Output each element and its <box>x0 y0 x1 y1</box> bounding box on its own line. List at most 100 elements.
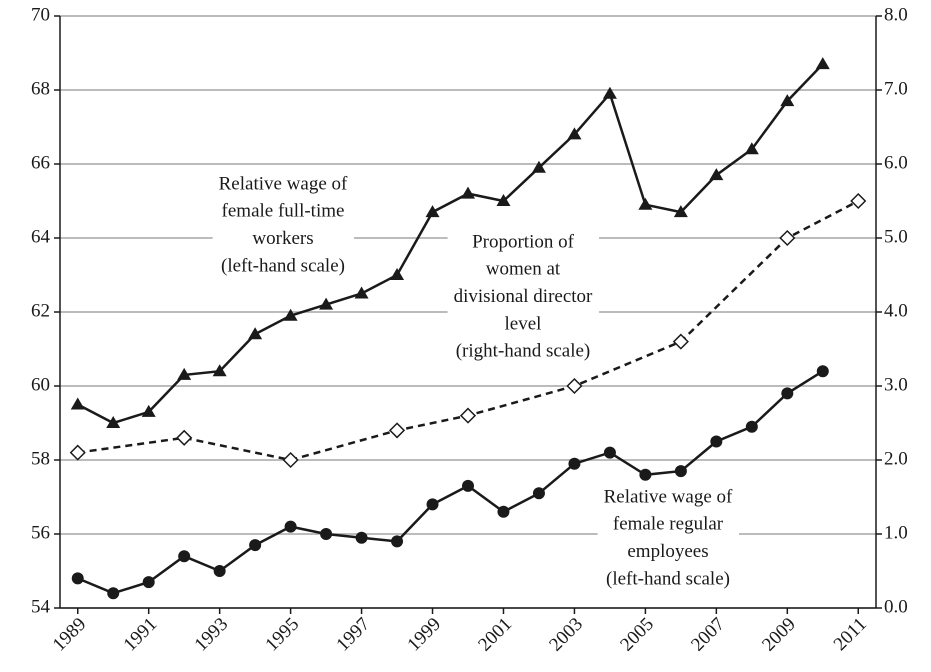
marker-triangle <box>106 416 121 428</box>
marker-triangle <box>815 57 830 70</box>
marker-triangle <box>177 367 192 380</box>
marker-diamond <box>672 333 689 350</box>
y-tick-label: 56 <box>31 522 50 543</box>
annotation-line: Proportion of <box>472 231 575 252</box>
marker-triangle <box>567 127 582 140</box>
marker-circle <box>426 498 439 511</box>
marker-triangle <box>141 404 156 417</box>
x-tick-label: 2011 <box>830 614 871 655</box>
annotation-line: (left-hand scale) <box>606 568 730 589</box>
annotation-line: level <box>505 313 542 334</box>
marker-circle <box>391 535 404 548</box>
marker-circle <box>142 576 155 589</box>
y2-tick-label: 8.0 <box>884 4 908 25</box>
annotation: Proportion of women at divisional director… <box>447 229 600 366</box>
marker-circle <box>674 465 687 478</box>
marker-triangle <box>461 186 475 199</box>
marker-diamond <box>459 407 477 424</box>
marker-triangle <box>496 194 511 206</box>
marker-circle <box>532 487 545 500</box>
y-tick-label: 68 <box>31 78 50 99</box>
x-tick-label: 2007 <box>687 614 729 656</box>
marker-triangle <box>425 205 440 218</box>
annotation-bg <box>447 229 600 366</box>
y2-tick-label: 5.0 <box>884 226 908 247</box>
marker-triangle <box>319 297 334 310</box>
annotation-bg <box>597 484 740 594</box>
annotation-bg <box>212 171 355 281</box>
marker-circle <box>71 572 84 585</box>
marker-triangle <box>212 364 227 377</box>
marker-triangle <box>531 160 546 173</box>
marker-triangle <box>780 94 795 107</box>
marker-circle <box>781 387 794 400</box>
marker-circle <box>462 479 474 492</box>
series-line <box>77 63 824 425</box>
annotation-line: Relative wage of <box>604 486 733 507</box>
marker-diamond <box>850 192 867 210</box>
annotation: Relative wage of female regular employees (… <box>597 484 740 594</box>
marker-circle <box>249 539 262 552</box>
marker-triangle <box>70 397 85 410</box>
marker-triangle <box>390 268 405 280</box>
y-tick-label: 62 <box>31 300 50 321</box>
marker-diamond <box>69 444 86 461</box>
y2-tick-label: 4.0 <box>884 300 908 321</box>
marker-circle <box>745 420 758 433</box>
x-tick-label: 1997 <box>332 614 374 656</box>
marker-circle <box>568 457 581 470</box>
marker-circle <box>178 550 191 563</box>
y-tick-label: 58 <box>31 448 50 469</box>
marker-diamond <box>282 451 299 469</box>
marker-circle <box>320 528 333 540</box>
x-tick-label: 1995 <box>262 614 304 656</box>
series-line <box>77 370 824 595</box>
marker-diamond <box>566 377 583 395</box>
marker-triangle <box>709 168 724 181</box>
y2-tick-label: 6.0 <box>884 152 908 173</box>
x-tick-label: 1993 <box>191 614 233 656</box>
marker-circle <box>816 365 829 378</box>
y2-tick-label: 7.0 <box>884 78 908 99</box>
marker-triangle <box>354 286 369 299</box>
y-tick-label: 70 <box>31 4 50 25</box>
marker-triangle <box>744 142 759 155</box>
y-tick-label: 66 <box>31 152 50 173</box>
marker-diamond <box>779 229 796 247</box>
y2-tick-label: 0.0 <box>884 596 908 617</box>
marker-circle <box>107 587 120 600</box>
x-tick-label: 1989 <box>49 614 91 656</box>
annotation-line: female full-time <box>222 201 345 222</box>
marker-triangle <box>673 205 688 218</box>
x-tick-label: 1991 <box>120 614 162 656</box>
marker-triangle <box>638 197 653 210</box>
annotation-line: female regular <box>613 514 724 535</box>
marker-circle <box>213 565 226 577</box>
x-tick-label: 2009 <box>758 614 800 656</box>
x-tick-label: 2003 <box>545 614 587 656</box>
annotation-line: workers <box>252 228 313 249</box>
y-tick-label: 54 <box>31 596 51 617</box>
marker-circle <box>497 505 510 518</box>
annotation-line: (left-hand scale) <box>221 255 345 276</box>
marker-triangle <box>283 308 298 321</box>
y2-tick-label: 3.0 <box>884 374 908 395</box>
marker-triangle <box>602 86 617 99</box>
marker-circle <box>639 468 652 481</box>
y-tick-label: 60 <box>31 374 50 395</box>
marker-circle <box>603 446 616 459</box>
y2-tick-label: 1.0 <box>884 522 908 543</box>
annotation: Relative wage of female full-time workers (… <box>212 171 355 281</box>
marker-circle <box>355 531 368 544</box>
marker-circle <box>710 435 723 448</box>
annotation-line: Relative wage of <box>219 173 348 194</box>
y2-tick-label: 2.0 <box>884 448 908 469</box>
annotation-line: women at <box>486 259 561 280</box>
annotation-line: employees <box>627 541 708 562</box>
x-tick-label: 1999 <box>403 614 445 656</box>
marker-diamond <box>388 422 406 439</box>
x-tick-label: 2001 <box>474 614 516 656</box>
y-tick-label: 64 <box>31 226 51 247</box>
x-tick-label: 2005 <box>616 614 658 656</box>
